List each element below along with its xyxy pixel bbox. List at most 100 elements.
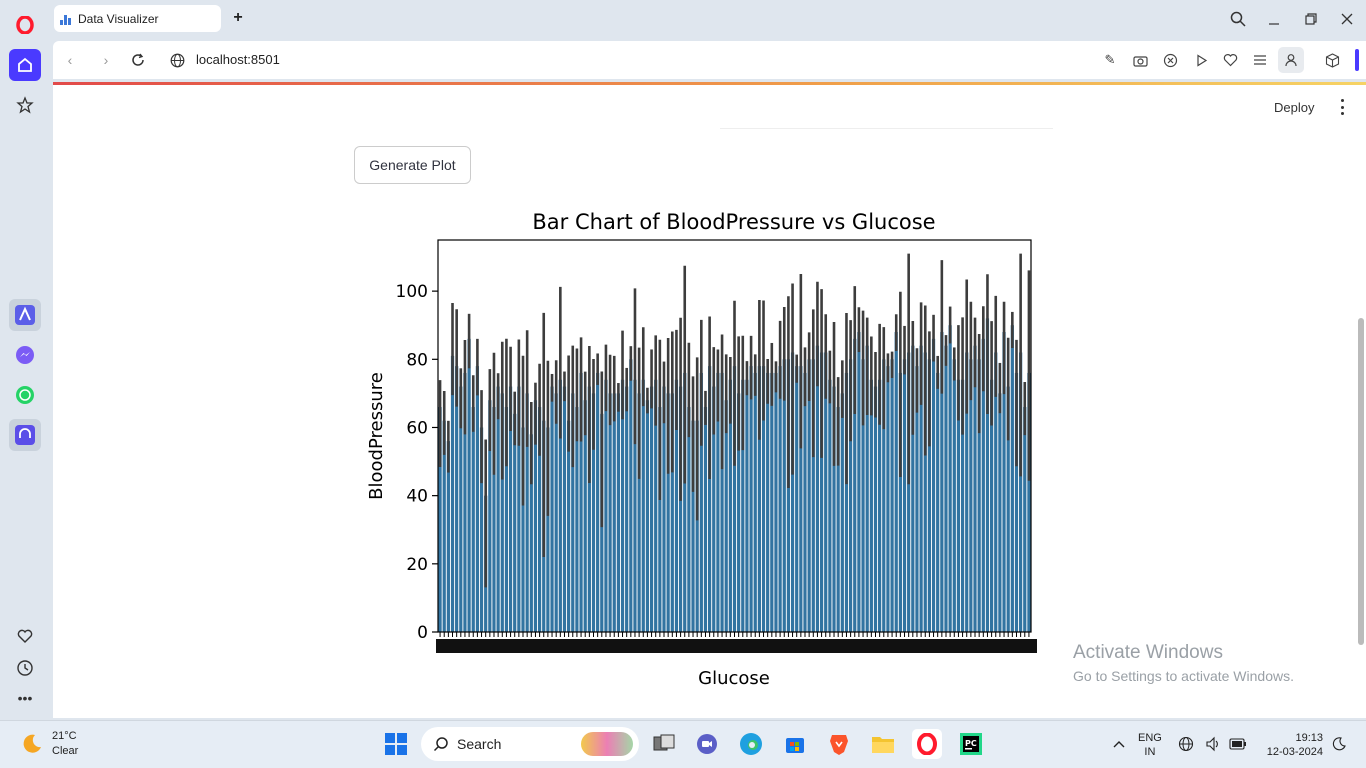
bar xyxy=(811,359,815,632)
favorites-heart-icon[interactable] xyxy=(1222,52,1238,68)
y-axis: 0 20 40 60 80 100 xyxy=(396,282,438,643)
site-info-icon[interactable] xyxy=(169,52,185,68)
bar xyxy=(741,379,745,632)
y-axis-label: BloodPressure xyxy=(366,372,387,500)
home-icon[interactable] xyxy=(9,49,41,81)
edit-icon[interactable]: ✎ xyxy=(1104,52,1116,67)
forward-icon[interactable]: › xyxy=(103,52,109,68)
volume-icon[interactable] xyxy=(1202,729,1224,759)
bar xyxy=(853,338,857,632)
file-explorer-icon[interactable] xyxy=(868,729,898,759)
bar xyxy=(471,407,475,632)
opera-taskbar-icon[interactable] xyxy=(912,729,942,759)
bar xyxy=(890,359,894,632)
tab-data-visualizer[interactable]: Data Visualizer xyxy=(54,5,221,32)
store-icon[interactable] xyxy=(780,729,810,759)
bar xyxy=(625,386,629,632)
star-icon[interactable] xyxy=(9,89,41,121)
language-indicator[interactable]: ENG IN xyxy=(1138,731,1162,759)
profile-icon[interactable] xyxy=(1278,47,1304,73)
bar xyxy=(608,393,612,632)
bar xyxy=(521,427,525,632)
start-icon[interactable] xyxy=(381,729,411,759)
new-tab-button[interactable]: + xyxy=(233,9,243,26)
temperature: 21°C xyxy=(52,730,77,742)
bar xyxy=(923,352,927,632)
bar xyxy=(732,366,737,632)
bar xyxy=(537,407,542,632)
bar xyxy=(508,386,513,632)
bar xyxy=(492,407,496,632)
bar xyxy=(844,372,849,632)
bar xyxy=(699,372,703,632)
do-not-disturb-icon[interactable] xyxy=(1329,729,1349,759)
extensions-icon[interactable] xyxy=(1324,52,1340,68)
clock[interactable]: 19:13 12-03-2024 xyxy=(1259,731,1323,759)
music-player-icon[interactable] xyxy=(9,419,41,451)
bar xyxy=(819,352,824,632)
restore-button[interactable] xyxy=(1300,8,1322,30)
bar xyxy=(927,359,932,632)
activate-subtitle: Go to Settings to activate Windows. xyxy=(1073,668,1294,684)
generate-plot-button[interactable]: Generate Plot xyxy=(354,146,471,184)
url-field[interactable]: localhost:8501 xyxy=(196,52,280,67)
messenger-icon[interactable] xyxy=(9,339,41,371)
address-bar: ‹ › localhost:8501 ✎ xyxy=(53,41,1366,79)
adblock-icon[interactable] xyxy=(1162,52,1178,68)
network-icon[interactable] xyxy=(1176,729,1196,759)
main-menu-icon[interactable] xyxy=(1335,99,1349,115)
bar xyxy=(529,434,533,632)
bar xyxy=(720,372,724,632)
taskbar-search[interactable]: Search xyxy=(421,727,639,761)
aria-icon[interactable] xyxy=(9,299,41,331)
back-icon[interactable]: ‹ xyxy=(67,52,73,68)
camera-icon[interactable] xyxy=(1132,52,1148,68)
battery-icon[interactable] xyxy=(1227,729,1249,759)
heart-icon[interactable] xyxy=(9,620,41,652)
bar xyxy=(836,407,840,632)
opera-logo-icon[interactable] xyxy=(9,9,41,41)
pycharm-icon[interactable]: PC xyxy=(956,729,986,759)
bar xyxy=(882,359,886,632)
reload-icon[interactable] xyxy=(130,52,146,68)
weather-widget[interactable]: 21°C Clear xyxy=(20,729,78,759)
search-label: Search xyxy=(457,736,502,752)
page-scrollbar[interactable] xyxy=(1358,318,1364,645)
svg-text:PC: PC xyxy=(965,739,977,748)
bar xyxy=(728,379,732,632)
more-icon[interactable]: ••• xyxy=(17,690,33,706)
bar xyxy=(861,359,865,632)
show-hidden-icons[interactable] xyxy=(1104,729,1134,759)
x-tick-labels-overlapping xyxy=(436,639,1037,653)
teams-meet-icon[interactable] xyxy=(692,729,722,759)
brave-icon[interactable] xyxy=(824,729,854,759)
deploy-button[interactable]: Deploy xyxy=(1274,100,1315,115)
taskbar: 21°C Clear Search PC ENG IN xyxy=(0,720,1366,768)
bar xyxy=(969,359,973,632)
bar xyxy=(936,372,940,632)
tab-strip: Data Visualizer + xyxy=(50,0,1366,40)
bar xyxy=(915,366,919,632)
minimize-button[interactable] xyxy=(1263,8,1285,30)
bar xyxy=(645,400,650,632)
player-icon[interactable] xyxy=(1193,52,1209,68)
bar xyxy=(944,345,948,632)
easy-setup-icon[interactable] xyxy=(1252,52,1268,68)
chart-favicon-icon xyxy=(60,13,72,25)
activate-title: Activate Windows xyxy=(1073,642,1223,663)
bar xyxy=(463,372,467,632)
edge-icon[interactable] xyxy=(736,729,766,759)
close-button[interactable] xyxy=(1336,8,1358,30)
bar xyxy=(857,332,861,632)
history-icon[interactable] xyxy=(9,652,41,684)
bar xyxy=(795,366,799,632)
task-view-icon[interactable] xyxy=(649,729,679,759)
bar-chart: Bar Chart of BloodPressure vs Glucose 0 2… xyxy=(366,210,1037,689)
whatsapp-icon[interactable] xyxy=(9,379,41,411)
bar xyxy=(1006,386,1010,632)
sidebar-toggle-indicator[interactable] xyxy=(1355,49,1359,71)
bar xyxy=(571,393,575,632)
bar xyxy=(450,355,455,632)
search-tabs-icon[interactable] xyxy=(1227,8,1249,30)
language: ENG xyxy=(1138,732,1162,744)
